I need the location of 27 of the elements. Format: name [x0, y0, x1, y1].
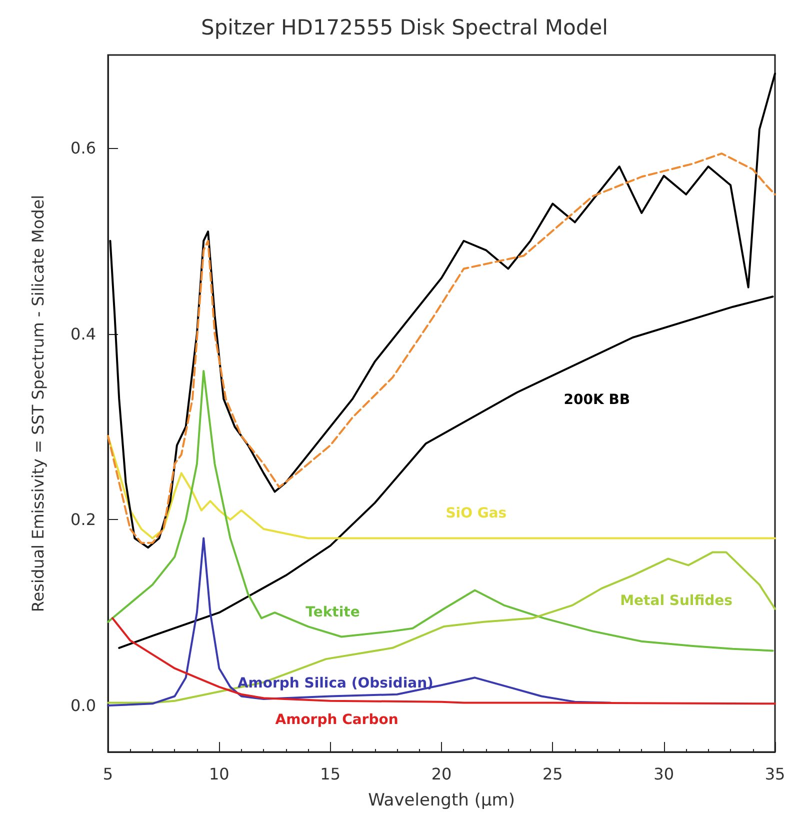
annotation: Amorph Carbon — [275, 712, 398, 728]
y-tick-label: 0.0 — [70, 696, 96, 716]
x-tick-label: 20 — [431, 764, 452, 784]
line-series — [118, 296, 774, 649]
y-axis-title: Residual Emissivity = SST Spectrum - Silicate Model — [28, 194, 48, 612]
line-series — [107, 537, 612, 707]
line-series — [107, 152, 776, 544]
y-tick-label: 0.4 — [70, 324, 96, 344]
line-series — [107, 435, 776, 540]
line-series — [107, 551, 776, 704]
line-series — [107, 370, 774, 652]
x-tick-label: 30 — [654, 764, 674, 784]
x-axis-title: Wavelength (µm) — [368, 790, 515, 810]
x-tick-label: 35 — [764, 764, 786, 784]
annotation: Tektite — [306, 604, 360, 621]
x-tick-label: 5 — [102, 764, 114, 784]
x-tick-label: 15 — [320, 764, 341, 784]
chart-title: Spitzer HD172555 Disk Spectral Model — [201, 16, 608, 40]
line-series — [111, 617, 776, 705]
annotation: SiO Gas — [446, 506, 507, 522]
x-tick-label: 25 — [542, 764, 563, 784]
y-tick-label: 0.2 — [70, 510, 96, 530]
y-tick-label: 0.6 — [70, 138, 96, 158]
x-tick-label: 10 — [208, 764, 230, 784]
annotation: Metal Sulfides — [620, 592, 732, 609]
annotation: 200K BB — [564, 392, 630, 408]
line-series — [109, 72, 776, 549]
